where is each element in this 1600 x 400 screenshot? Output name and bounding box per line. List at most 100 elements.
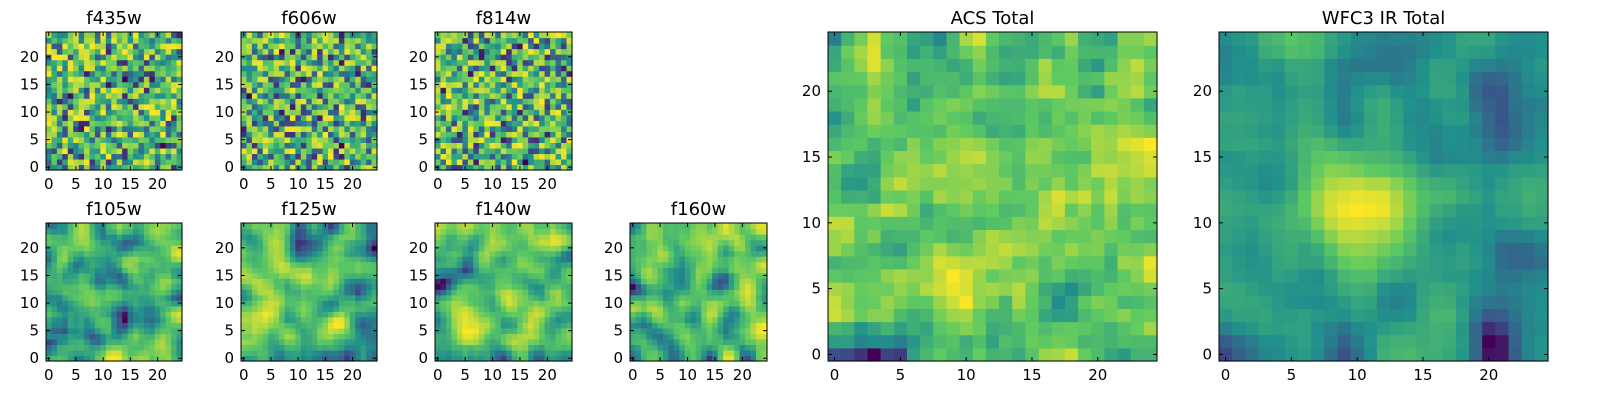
- heatmap-cell: [484, 327, 491, 334]
- heatmap-cell: [640, 245, 648, 252]
- heatmap-cell: [690, 261, 697, 268]
- heatmap-cell: [89, 131, 96, 138]
- heatmap-cell: [165, 289, 172, 296]
- heatmap-cell: [1012, 268, 1026, 283]
- heatmap-cell: [328, 98, 335, 105]
- heatmap-cell: [111, 250, 118, 257]
- heatmap-cell: [262, 32, 269, 39]
- heatmap-cell: [311, 147, 318, 155]
- heatmap-cell: [51, 333, 58, 340]
- heatmap-cell: [94, 316, 101, 323]
- heatmap-cell: [478, 142, 485, 149]
- heatmap-cell: [62, 87, 69, 94]
- heatmap-cell: [295, 153, 302, 160]
- heatmap-cell: [241, 338, 248, 346]
- heatmap-cell: [478, 59, 485, 66]
- heatmap-cell: [138, 305, 145, 312]
- heatmap-cell: [322, 142, 329, 149]
- heatmap-cell: [728, 283, 735, 290]
- heatmap-cell: [56, 147, 63, 155]
- heatmap-cell: [478, 261, 485, 268]
- heatmap-cell: [122, 76, 129, 83]
- heatmap-cell: [78, 344, 85, 351]
- heatmap-cell: [371, 261, 378, 268]
- heatmap-cell: [467, 338, 474, 346]
- heatmap-cell: [657, 305, 664, 312]
- heatmap-cell: [489, 70, 496, 77]
- heatmap-cell: [756, 327, 763, 334]
- heatmap-cell: [133, 92, 140, 99]
- heatmap-cell: [854, 216, 869, 230]
- heatmap-cell: [478, 283, 485, 290]
- heatmap-cell: [522, 261, 529, 268]
- heatmap-cell: [533, 136, 540, 143]
- heatmap-cell: [349, 81, 356, 88]
- heatmap-cell: [695, 344, 702, 351]
- heatmap-cell: [440, 300, 447, 307]
- heatmap-cell: [349, 120, 356, 127]
- heatmap-cell: [946, 334, 961, 349]
- heatmap-cell: [539, 142, 546, 149]
- heatmap-cell: [62, 245, 69, 252]
- heatmap-cell: [116, 223, 123, 230]
- heatmap-cell: [171, 261, 178, 268]
- heatmap-cell: [116, 333, 123, 340]
- heatmap-cell: [122, 125, 129, 132]
- heatmap-cell: [56, 338, 63, 346]
- heatmap-cell: [544, 261, 551, 268]
- heatmap-cell: [467, 81, 474, 88]
- heatmap-cell: [366, 261, 373, 268]
- heatmap-cell: [241, 234, 248, 241]
- heatmap-cell: [739, 294, 746, 301]
- heatmap-cell: [154, 289, 161, 296]
- heatmap-cell: [706, 278, 713, 285]
- heatmap-cell: [734, 223, 741, 230]
- heatmap-cell: [149, 344, 156, 351]
- heatmap-cell: [511, 43, 518, 50]
- heatmap-cell: [920, 268, 934, 283]
- heatmap-cell: [456, 300, 463, 307]
- heatmap-cell: [149, 32, 156, 39]
- heatmap-cell: [105, 228, 112, 235]
- heatmap-cell: [116, 267, 123, 274]
- heatmap-cell: [165, 142, 172, 149]
- heatmap-cell: [533, 267, 540, 274]
- heatmap-cell: [630, 250, 637, 257]
- heatmap-cell: [489, 147, 496, 155]
- heatmap-cell: [528, 81, 535, 88]
- heatmap-cell: [311, 120, 318, 127]
- heatmap-cell: [344, 136, 351, 143]
- heatmap-cell: [84, 300, 91, 307]
- heatmap-cell: [1130, 334, 1145, 349]
- heatmap-cell: [143, 333, 150, 340]
- heatmap-cell: [566, 98, 573, 105]
- heatmap-cell: [111, 355, 118, 362]
- heatmap-cell: [761, 278, 768, 285]
- heatmap-cell: [695, 228, 702, 235]
- heatmap-cell: [933, 176, 948, 191]
- heatmap-cell: [544, 294, 551, 301]
- heatmap-cell: [138, 349, 145, 357]
- heatmap-cell: [165, 48, 172, 55]
- heatmap-cell: [56, 164, 63, 171]
- heatmap-cell: [985, 295, 1000, 309]
- heatmap-cell: [149, 349, 156, 357]
- heatmap-cell: [51, 311, 58, 318]
- heatmap-cell: [105, 147, 112, 155]
- heatmap-cell: [695, 239, 702, 246]
- heatmap-cell: [251, 37, 258, 44]
- y-tick-label: 10: [20, 103, 39, 121]
- heatmap-cell: [646, 228, 653, 235]
- heatmap-cell: [841, 176, 855, 191]
- heatmap-cell: [138, 103, 145, 110]
- heatmap-cell: [500, 344, 507, 351]
- heatmap-cell: [322, 131, 329, 138]
- heatmap-cell: [328, 120, 335, 127]
- heatmap-cell: [122, 250, 129, 257]
- heatmap-cell: [360, 103, 367, 110]
- heatmap-cell: [51, 87, 58, 94]
- heatmap-cell: [506, 59, 513, 66]
- heatmap-cell: [445, 267, 453, 274]
- heatmap-cell: [349, 158, 356, 166]
- heatmap-cell: [73, 261, 80, 268]
